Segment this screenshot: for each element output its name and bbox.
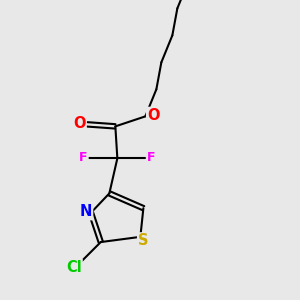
Text: S: S bbox=[138, 233, 148, 248]
Text: F: F bbox=[147, 151, 156, 164]
Text: O: O bbox=[147, 108, 160, 123]
Text: Cl: Cl bbox=[66, 260, 82, 274]
Text: F: F bbox=[79, 151, 88, 164]
Text: N: N bbox=[80, 204, 92, 219]
Text: O: O bbox=[73, 116, 86, 131]
